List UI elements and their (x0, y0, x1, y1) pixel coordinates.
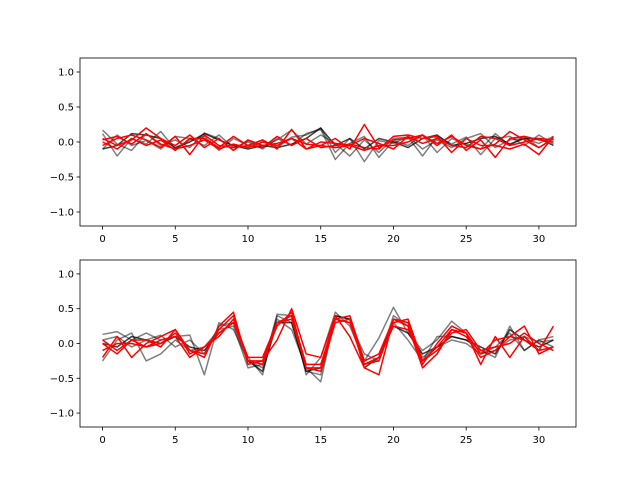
y-tick-label: 0.0 (58, 138, 74, 149)
x-tick-label: 5 (172, 435, 178, 446)
y-tick-label: 0.5 (58, 103, 74, 114)
x-tick-label: 15 (314, 234, 327, 245)
series-line-7 (102, 311, 554, 373)
series-group (101, 123, 555, 163)
y-tick-label: −0.5 (50, 374, 74, 385)
y-tick-label: 0.0 (58, 339, 74, 350)
x-tick-label: 15 (314, 435, 327, 446)
x-tick-label: 5 (172, 234, 178, 245)
x-tick-label: 25 (460, 234, 473, 245)
y-tick-label: −0.5 (50, 173, 74, 184)
x-tick-label: 30 (533, 435, 546, 446)
x-tick-label: 0 (99, 234, 105, 245)
x-tick-label: 10 (242, 234, 255, 245)
top-subplot: 0 5 10 15 20 25 30 −1.0 −0.5 0.0 0.5 1.0 (50, 57, 577, 245)
y-tick-label: −1.0 (50, 208, 74, 219)
y-tick-label: 1.0 (58, 269, 74, 280)
y-tick-label: 0.5 (58, 304, 74, 315)
x-tick-label: 0 (99, 435, 105, 446)
series-line-6 (102, 318, 554, 369)
series-group (101, 306, 555, 383)
bottom-subplot: 0 5 10 15 20 25 30 −1.0 −0.5 0.0 0.5 1.0 (50, 259, 577, 446)
x-tick-label: 10 (242, 435, 255, 446)
x-tick-label: 25 (460, 435, 473, 446)
y-tick-label: −1.0 (50, 409, 74, 420)
x-tick-label: 20 (387, 234, 400, 245)
series-line-3 (102, 127, 554, 150)
series-line-7 (102, 132, 554, 150)
x-tick-label: 30 (533, 234, 546, 245)
x-tick-label: 20 (387, 435, 400, 446)
y-tick-label: 1.0 (58, 68, 74, 79)
